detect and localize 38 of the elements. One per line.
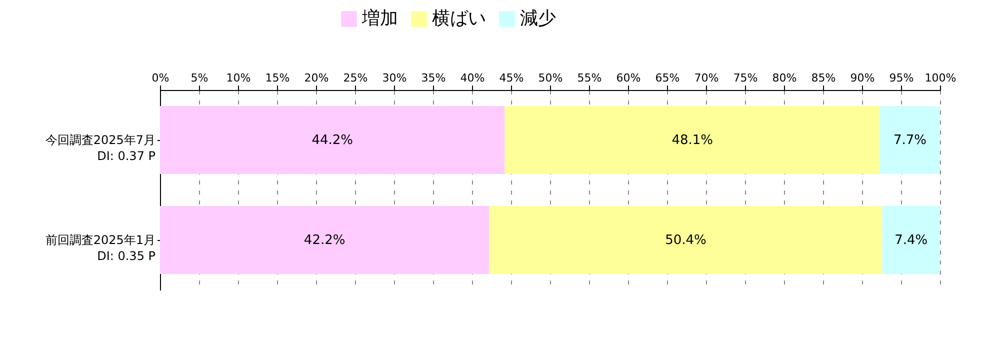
x-tick-label: 60% — [616, 72, 641, 84]
x-tick-label: 40% — [460, 72, 485, 84]
bar — [489, 206, 882, 274]
data-label: 44.2% — [312, 133, 354, 148]
data-label: 7.7% — [893, 133, 926, 148]
data-label: 50.4% — [665, 233, 706, 248]
x-tick-label: 50% — [538, 72, 563, 84]
bar — [504, 106, 880, 174]
y-tick-label: 前回調査2025年1月 DI: 0.35 P — [45, 233, 156, 263]
x-tick-label: 5% — [190, 72, 208, 84]
x-tick-label: 45% — [499, 72, 524, 84]
x-tick-label: 75% — [733, 72, 758, 84]
bar — [160, 106, 505, 174]
x-tick-label: 15% — [265, 72, 290, 84]
x-tick-label: 25% — [343, 72, 368, 84]
x-tick-label: 0% — [152, 72, 170, 84]
legend-label: 横ばい — [432, 8, 486, 29]
x-tick-label: 90% — [850, 72, 875, 84]
legend-label: 減少 — [520, 8, 556, 29]
x-tick-label: 35% — [421, 72, 446, 84]
x-tick-label: 80% — [772, 72, 797, 84]
bar — [882, 206, 940, 274]
x-tick-label: 10% — [226, 72, 251, 84]
x-tick-label: 85% — [811, 72, 836, 84]
x-tick-label: 100% — [924, 72, 956, 84]
data-label: 7.4% — [894, 233, 928, 248]
data-label: 48.1% — [672, 133, 714, 148]
x-tick-label: 95% — [889, 72, 914, 84]
x-tick-label: 55% — [577, 72, 602, 84]
x-tick-label: 20% — [304, 72, 329, 84]
x-tick-label: 70% — [694, 72, 719, 84]
x-tick-label: 65% — [655, 72, 680, 84]
y-tick-label: 今回調査2025年7月 DI: 0.37 P — [45, 133, 156, 163]
bar — [160, 206, 490, 274]
data-label: 42.2% — [304, 233, 346, 248]
legend-label: 増加 — [361, 8, 398, 29]
bar — [880, 106, 940, 174]
x-tick-label: 30% — [382, 72, 407, 84]
